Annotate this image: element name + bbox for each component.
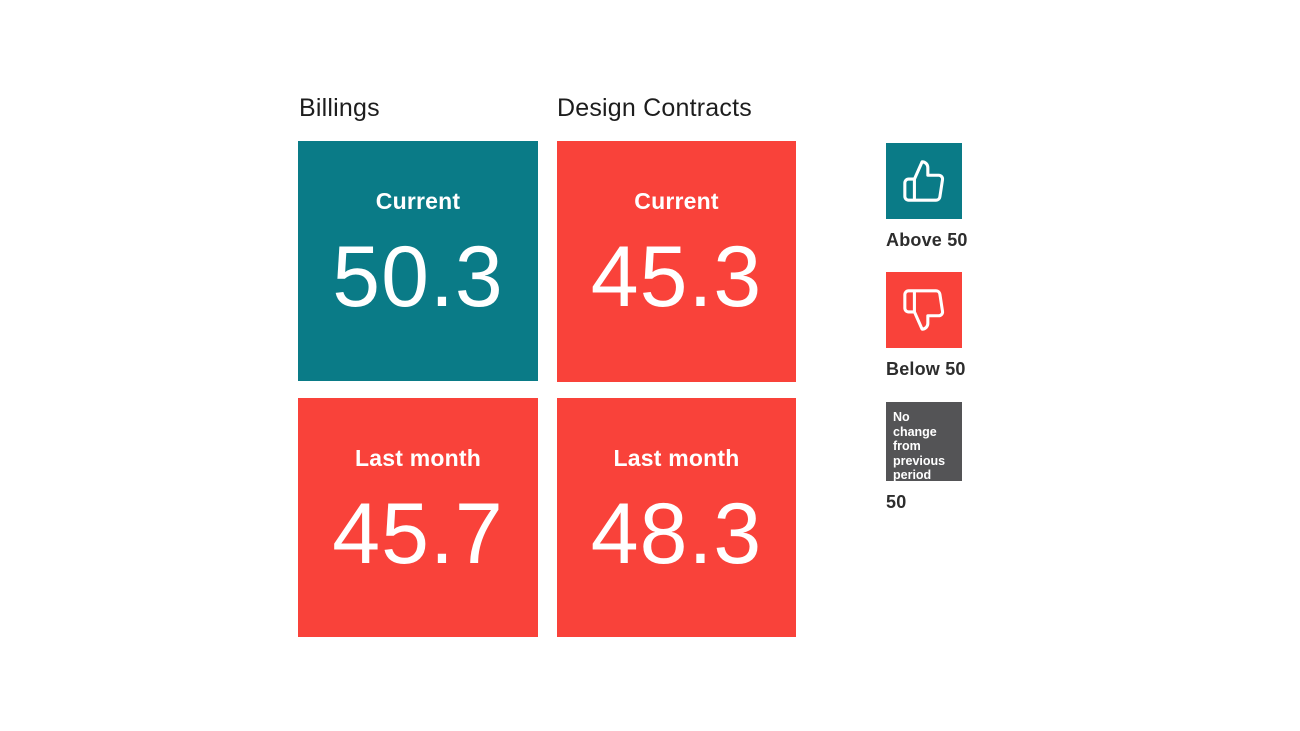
tile-value: 50.3 — [332, 229, 504, 325]
thumbs-up-icon — [901, 158, 947, 204]
tile-label: Last month — [355, 445, 481, 471]
tile-design-contracts-current: Current 45.3 — [557, 141, 796, 382]
tile-label: Current — [634, 188, 719, 214]
legend-item-no-change: No change from previous period 50 — [886, 402, 964, 513]
tile-value: 45.3 — [590, 229, 763, 325]
tile-label: Last month — [613, 445, 740, 471]
column-title-design-contracts: Design Contracts — [557, 94, 752, 122]
legend-label-above-50: Above 50 — [886, 230, 968, 250]
legend-item-above-50: Above 50 — [886, 143, 968, 251]
tile-label: Current — [375, 188, 461, 214]
legend-swatch-no-change: No change from previous period — [886, 402, 962, 482]
legend-item-below-50: Below 50 — [886, 272, 966, 380]
tile-value: 48.3 — [590, 486, 763, 582]
tile-value: 45.7 — [332, 486, 504, 582]
legend-swatch-below — [886, 272, 962, 348]
tile-billings-last-month: Last month 45.7 — [298, 398, 538, 637]
tile-design-contracts-last-month: Last month 48.3 — [557, 398, 796, 637]
thumbs-down-icon — [901, 287, 947, 333]
tile-billings-current: Current 50.3 — [298, 141, 538, 381]
legend-label-50: 50 — [886, 492, 907, 512]
legend-swatch-above — [886, 143, 962, 219]
column-title-billings: Billings — [299, 94, 380, 122]
legend-label-below-50: Below 50 — [886, 359, 966, 379]
